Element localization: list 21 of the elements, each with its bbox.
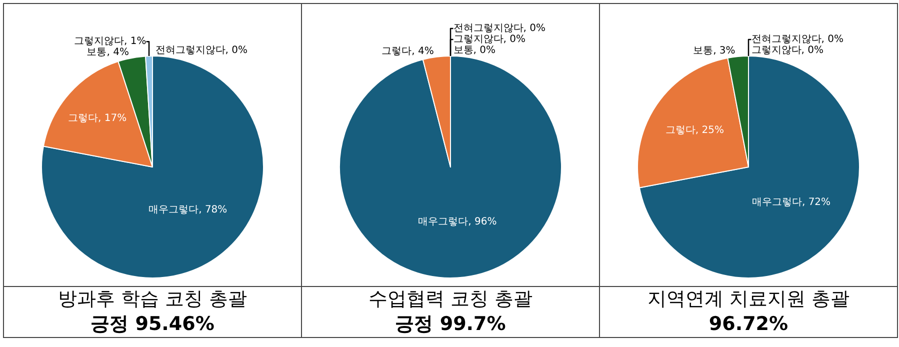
slice-label: 그렇다, 4% bbox=[382, 46, 434, 57]
slice-label: 매우그렇다, 72% bbox=[752, 196, 831, 208]
category-label: 전혀그렇지않다, 0% bbox=[155, 45, 248, 56]
slice-label: 그렇다, 25% bbox=[665, 124, 724, 136]
category-label: 전혀그렇지않다, 0% bbox=[453, 23, 546, 34]
text: 방과후 학습 코칭 총괄 bbox=[56, 287, 248, 312]
text: 긍정 99.7% bbox=[394, 312, 507, 337]
text: 96.72% bbox=[708, 312, 790, 337]
slice-label: 그렇다, 17% bbox=[68, 112, 127, 124]
legend-label: 그렇지않다, 0% bbox=[751, 45, 824, 56]
slice-label: 보통, 4% bbox=[86, 47, 129, 58]
text: 긍정 95.46% bbox=[90, 312, 216, 337]
slice-label: 그렇지않다, 1% bbox=[74, 36, 146, 48]
category-label: 그렇지않다, 0% bbox=[453, 34, 526, 45]
slice-label: 보통, 3% bbox=[693, 46, 736, 57]
slice-label: 매우그렇다, 78% bbox=[148, 204, 228, 216]
text: 지역연계 치료지원 총괄 bbox=[646, 287, 851, 312]
legend-label: 보통, 0% bbox=[453, 45, 496, 56]
text: 수업협력 코칭 총괄 bbox=[367, 287, 534, 312]
slice-label: 매우그렇다, 96% bbox=[418, 216, 497, 228]
category-label: 전혀그렇지않다, 0% bbox=[751, 34, 844, 45]
